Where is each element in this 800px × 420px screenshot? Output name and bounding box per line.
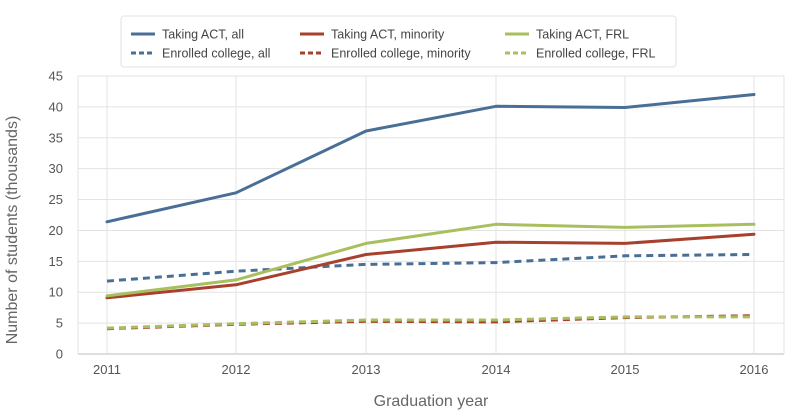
y-tick-label: 30	[49, 161, 63, 176]
y-tick-label: 10	[49, 285, 63, 300]
y-tick-label: 35	[49, 130, 63, 145]
x-axis-title: Graduation year	[374, 393, 489, 410]
legend: Taking ACT, all Taking ACT, minority Takin…	[120, 15, 677, 68]
y-tick-labels: 0 5 10 15 20 25 30 35 40 45	[49, 69, 63, 362]
legend-label: Enrolled college, all	[162, 47, 270, 61]
series-line	[105, 232, 756, 300]
x-tick-label: 2012	[222, 362, 251, 377]
y-tick-label: 0	[56, 347, 63, 362]
legend-label: Enrolled college, FRL	[536, 47, 656, 61]
y-tick-label: 5	[56, 316, 63, 331]
legend-label: Taking ACT, all	[162, 28, 244, 42]
legend-box	[120, 15, 677, 68]
series-line	[105, 222, 756, 298]
x-tick-label: 2013	[352, 362, 381, 377]
legend-label: Taking ACT, FRL	[536, 28, 629, 42]
x-tick-label: 2015	[611, 362, 640, 377]
legend-label: Enrolled college, minority	[331, 47, 471, 61]
legend-label: Taking ACT, minority	[331, 28, 445, 42]
series-line	[105, 93, 756, 224]
x-tick-label: 2011	[93, 362, 121, 377]
series-line	[106, 314, 755, 331]
series-line	[106, 253, 755, 283]
y-axis-title: Number of students (thousands)	[4, 116, 21, 345]
y-tick-label: 45	[49, 69, 63, 84]
x-tick-labels: 2011 2012 2013 2014 2015 2016	[93, 362, 768, 377]
gridlines	[77, 75, 785, 355]
series-line	[106, 315, 754, 330]
y-tick-label: 20	[49, 223, 63, 238]
x-tick-label: 2016	[740, 362, 769, 377]
series-lines	[105, 93, 756, 331]
y-tick-label: 25	[49, 192, 63, 207]
y-tick-label: 15	[49, 254, 63, 269]
y-tick-label: 40	[49, 99, 63, 114]
x-tick-label: 2014	[482, 362, 511, 377]
